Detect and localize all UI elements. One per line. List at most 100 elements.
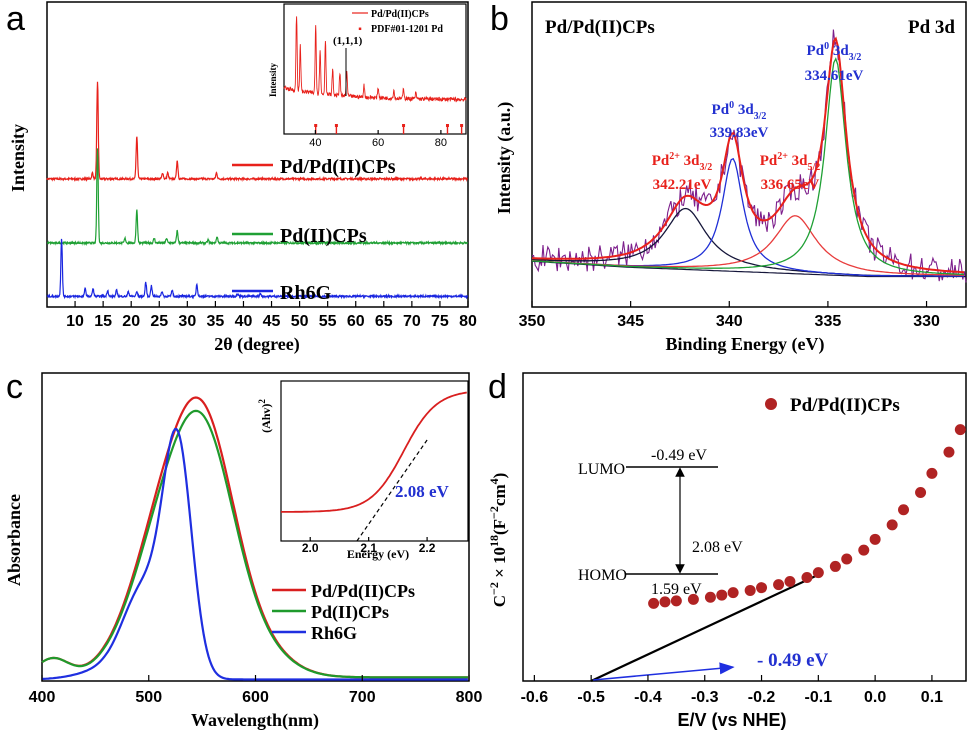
- inset-c-xticks: 2.0 2.1 2.2: [302, 537, 436, 555]
- panel-d-x-tick-label: -0.2: [748, 689, 776, 706]
- panel-a-series-group: [46, 81, 469, 300]
- panel-a-x-tick-label: 10: [66, 313, 84, 330]
- inset-a-xrd-curve: [283, 16, 467, 103]
- panel-b-x-tick-label: 345: [617, 313, 644, 330]
- series-pd-ii-cps: [46, 148, 469, 247]
- panel-a-x-tick-label: 25: [150, 313, 168, 330]
- panel-d-x-tick-label: -0.5: [577, 689, 605, 706]
- data-point: [659, 596, 671, 608]
- panel-b-xticks: 350 345 340 335 330: [519, 301, 940, 330]
- panel-b-title: Pd/Pd(II)CPs: [545, 17, 655, 38]
- inset-a-plot: [283, 16, 467, 134]
- homo-value: 1.59 eV: [651, 581, 702, 598]
- panel-a-x-tick-label: 35: [207, 313, 225, 330]
- panel-a-ylabel: Intensity: [8, 124, 28, 192]
- gap-value: 2.08 eV: [692, 539, 743, 556]
- panel-a-xticks: 10 15 20 25 30 35 40 45 50 55 60 65 70 75 80: [66, 301, 477, 330]
- inset-a-annotation: (1,1,1): [333, 35, 363, 47]
- inset-a-legend-marker: ▪: [358, 24, 362, 35]
- panel-c-letter: c: [6, 368, 23, 406]
- inset-c-frame: [280, 380, 469, 542]
- panel-a-x-tick-label: 70: [403, 313, 421, 330]
- panel-a-x-tick-label: 30: [178, 313, 196, 330]
- data-point: [869, 533, 881, 545]
- panel-c-uvvis: c 400 500 600 700 800 Wavelength(nm) Absorba…: [4, 368, 482, 731]
- legend-label-pd-pdcps: Pd/Pd(II)CPs: [280, 156, 396, 178]
- xps-peak-value: 336.65eV: [761, 177, 820, 193]
- legend-c-label-2: Pd(II)CPs: [311, 602, 389, 623]
- xps-peak-value: 339.83eV: [710, 125, 769, 141]
- panel-a-letter: a: [6, 0, 25, 38]
- xps-peak-label: Pd0 3d3/2: [807, 41, 862, 63]
- series-pd-pd-ii-cps: [46, 81, 469, 183]
- panel-b-xlabel: Binding Energy (eV): [665, 334, 824, 355]
- data-point: [858, 544, 870, 556]
- data-point: [926, 467, 938, 479]
- inset-a-frame: [283, 3, 467, 135]
- panel-a-x-tick-label: 40: [235, 313, 253, 330]
- panel-d-annotation: - 0.49 eV: [757, 650, 829, 671]
- inset-c-annotation: 2.08 eV: [395, 482, 450, 501]
- panel-b-x-tick-label: 340: [716, 313, 743, 330]
- data-point: [648, 597, 660, 609]
- panel-d-letter: d: [488, 368, 507, 406]
- linear-fit-line: [590, 573, 819, 682]
- panel-b-x-tick-label: 335: [815, 313, 842, 330]
- xps-component: [531, 57, 965, 276]
- panel-a-x-tick-label: 75: [431, 313, 449, 330]
- inset-c-xlabel: Energy (eV): [347, 547, 409, 561]
- legend-d-label: Pd/Pd(II)CPs: [790, 395, 900, 416]
- panel-a-inset: 40 60 80 Intensity Pd/Pd(II)CPs ▪ PDF#01-1…: [268, 3, 467, 149]
- data-point: [784, 576, 796, 588]
- inset-a-ylabel: Intensity: [268, 63, 278, 98]
- lumo-label: LUMO: [578, 461, 625, 478]
- inset-a-reference-marker: [402, 124, 406, 127]
- inset-a-reference-marker: [314, 124, 318, 127]
- inset-c-tauc-curve: [281, 391, 467, 513]
- inset-c-x-tick-label: 2.0: [302, 541, 319, 555]
- panel-d-x-tick-label: 0.1: [921, 689, 943, 706]
- panel-d-mott-schottky: d -0.6 -0.5 -0.4 -0.3 -0.2 -0.1 0.0 0.1 E/V (vs…: [487, 368, 967, 730]
- panel-c-x-tick-label: 700: [349, 689, 376, 706]
- panel-c-xticks: 400 500 600 700 800: [29, 675, 482, 706]
- inset-a-legend-1: Pd/Pd(II)CPs: [371, 9, 429, 20]
- inset-c-x-tick-label: 2.1: [360, 541, 377, 555]
- data-point: [670, 595, 682, 607]
- panel-b-subtitle: Pd 3d: [908, 17, 955, 38]
- panel-a-x-tick-label: 15: [94, 313, 112, 330]
- xps-peak-value: 342.21eV: [653, 177, 712, 193]
- data-point: [954, 424, 966, 436]
- data-point: [756, 582, 768, 594]
- data-point: [801, 572, 813, 584]
- panel-c-x-tick-label: 500: [135, 689, 162, 706]
- xps-peak-value: 334.61eV: [805, 68, 864, 84]
- legend-d-marker: [765, 398, 777, 410]
- panel-a-x-tick-label: 45: [263, 313, 281, 330]
- lumo-value: -0.49 eV: [651, 447, 707, 464]
- panel-a-x-tick-label: 20: [122, 313, 140, 330]
- inset-a-legend-2: PDF#01-1201 Pd: [371, 24, 443, 35]
- data-point: [727, 587, 739, 599]
- series-rh6g: [46, 238, 469, 300]
- panel-b-x-tick-label: 330: [913, 313, 940, 330]
- panel-b-annotations: Pd0 3d3/2 334.61eV Pd0 3d3/2 339.83eV Pd2+ 3…: [652, 41, 864, 193]
- data-point: [812, 567, 824, 579]
- panel-a-x-tick-label: 65: [375, 313, 393, 330]
- inset-c-ylabel: (Ahv)2: [257, 399, 273, 433]
- xps-envelope-fit: [531, 36, 965, 274]
- panel-d-x-tick-label: -0.1: [805, 689, 833, 706]
- data-point: [829, 560, 841, 572]
- panel-b-x-tick-label: 350: [519, 313, 546, 330]
- panel-c-x-tick-label: 600: [242, 689, 269, 706]
- data-point: [773, 579, 785, 591]
- legend-c-label-3: Rh6G: [311, 623, 357, 643]
- panel-a-x-tick-label: 50: [291, 313, 309, 330]
- data-point: [886, 519, 898, 531]
- data-point: [716, 589, 728, 601]
- panel-a-xlabel: 2θ (degree): [214, 334, 300, 355]
- panel-d-x-tick-label: -0.3: [691, 689, 719, 706]
- inset-a-reference-marker: [334, 124, 338, 127]
- xps-peak-label: Pd0 3d3/2: [712, 100, 767, 122]
- xps-peak-label: Pd2+ 3d5/2: [760, 151, 821, 173]
- absorbance-curve: [41, 409, 468, 679]
